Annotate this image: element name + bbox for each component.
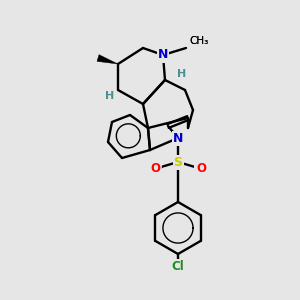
Text: O: O <box>195 161 205 175</box>
Text: N: N <box>158 49 168 62</box>
Text: H: H <box>177 69 187 79</box>
Text: H: H <box>105 91 115 101</box>
Text: H: H <box>105 91 115 101</box>
Text: CH₃: CH₃ <box>189 36 208 46</box>
Text: N: N <box>173 131 183 145</box>
Text: Cl: Cl <box>172 260 184 272</box>
Text: S: S <box>173 155 182 169</box>
Text: O: O <box>196 161 206 175</box>
Text: N: N <box>173 131 183 145</box>
Text: Cl: Cl <box>172 260 184 272</box>
Text: N: N <box>173 131 183 145</box>
Text: O: O <box>150 161 160 175</box>
Polygon shape <box>97 55 118 64</box>
Text: S: S <box>173 155 182 169</box>
Text: H: H <box>177 69 187 79</box>
Text: N: N <box>158 49 168 62</box>
Text: O: O <box>151 161 161 175</box>
Text: CH₃: CH₃ <box>189 36 208 46</box>
